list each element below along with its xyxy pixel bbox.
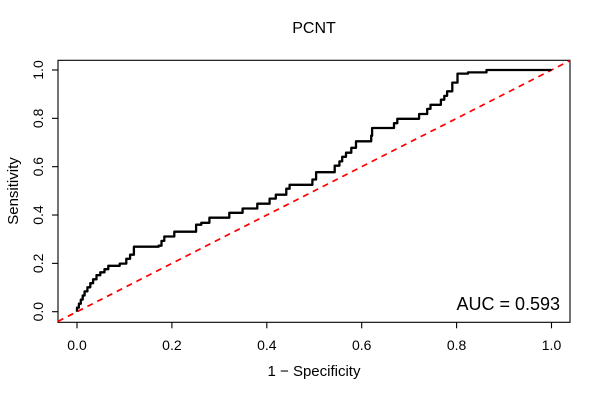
y-tick-label: 0.4 — [30, 205, 46, 225]
y-tick-label: 0.0 — [30, 302, 46, 322]
y-tick-label: 1.0 — [30, 60, 46, 80]
x-axis: 0.0 0.2 0.4 0.6 0.8 1.0 — [67, 322, 561, 353]
x-tick-label: 0.6 — [352, 337, 372, 353]
chance-diagonal-line — [57, 59, 571, 323]
y-tick-label: 0.6 — [30, 157, 46, 177]
y-tick-label: 0.2 — [30, 253, 46, 273]
y-axis-label: Sensitivity — [5, 157, 22, 225]
x-tick-label: 0.0 — [67, 337, 87, 353]
x-tick-label: 0.2 — [162, 337, 182, 353]
auc-annotation: AUC = 0.593 — [456, 294, 560, 314]
roc-curve-line — [75, 68, 552, 312]
y-tick-label: 0.8 — [30, 108, 46, 128]
x-tick-label: 0.4 — [257, 337, 277, 353]
x-tick-label: 1.0 — [542, 337, 562, 353]
plot-box — [57, 59, 571, 323]
chart-title: PCNT — [292, 20, 336, 37]
y-axis: 0.0 0.2 0.4 0.6 0.8 1.0 — [30, 60, 58, 321]
x-tick-label: 0.8 — [447, 337, 467, 353]
x-axis-label: 1 − Specificity — [268, 363, 361, 380]
